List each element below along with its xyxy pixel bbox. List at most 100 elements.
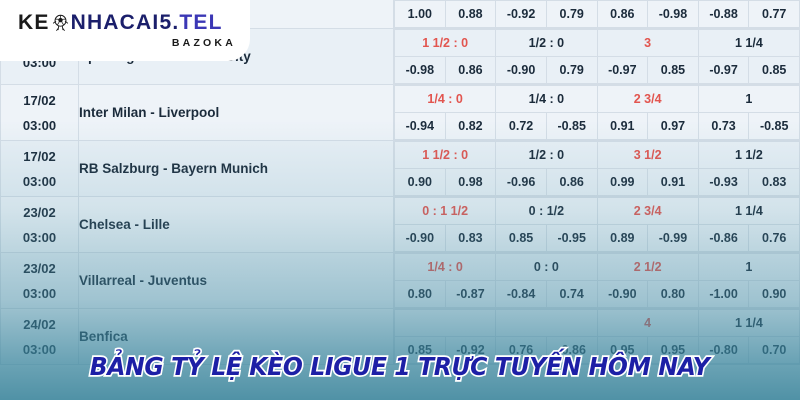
odds-price[interactable]: 0.80 xyxy=(647,280,699,308)
odds-price[interactable]: 0.86 xyxy=(444,56,497,84)
odds-price[interactable]: 0.89 xyxy=(596,224,649,252)
table-row[interactable]: 17/02 03:00 Inter Milan - Liverpool 1/4 : 0… xyxy=(0,84,800,141)
odds-price[interactable]: -0.86 xyxy=(697,224,750,252)
odds-price[interactable]: -0.98 xyxy=(647,0,699,28)
odds-price[interactable]: -0.87 xyxy=(444,280,497,308)
odds-price[interactable]: -0.86 xyxy=(545,336,598,364)
odds-price[interactable]: -0.92 xyxy=(444,336,497,364)
odds-price[interactable]: -0.99 xyxy=(647,224,699,252)
odds-price[interactable]: 1.00 xyxy=(394,0,446,28)
odds-price[interactable]: 0.85 xyxy=(748,56,800,84)
odds-price[interactable]: 0.85 xyxy=(647,56,699,84)
odds-price[interactable]: -0.85 xyxy=(748,112,800,140)
handicap-line[interactable]: 3 xyxy=(596,29,699,57)
odds-price[interactable]: 0.80 xyxy=(394,280,446,308)
odds-price[interactable]: 0.83 xyxy=(444,224,497,252)
odds-price[interactable]: 0.90 xyxy=(394,168,446,196)
handicap-line[interactable]: 1 1/4 xyxy=(697,197,800,225)
odds-price[interactable]: -0.96 xyxy=(495,168,547,196)
match-name[interactable]: Inter Milan - Liverpool xyxy=(78,84,394,141)
handicap-line[interactable]: 1 1/2 : 0 xyxy=(393,141,497,169)
handicap-line[interactable]: 1/2 : 0 xyxy=(495,29,598,57)
handicap-line[interactable]: 4 xyxy=(596,309,699,337)
odds-price[interactable]: -0.97 xyxy=(697,56,750,84)
odds-price[interactable]: 0.99 xyxy=(596,168,649,196)
odds-price[interactable]: -0.95 xyxy=(545,224,598,252)
handicap-line[interactable]: 1/4 : 0 xyxy=(495,85,598,113)
odds-price[interactable]: 0.85 xyxy=(495,224,547,252)
odds-price[interactable]: 0.76 xyxy=(748,224,800,252)
handicap-line[interactable]: 1 1/4 xyxy=(697,29,800,57)
table-row[interactable]: 17/02 03:00 RB Salzburg - Bayern Munich 1 1… xyxy=(0,140,800,197)
odds-price[interactable]: 0.79 xyxy=(545,56,598,84)
match-name[interactable]: RB Salzburg - Bayern Munich xyxy=(78,140,394,197)
odds-price[interactable]: 0.70 xyxy=(748,336,800,364)
odds-price[interactable]: 0.77 xyxy=(748,0,800,28)
odds-price[interactable]: 0.79 xyxy=(545,0,598,28)
odds-price[interactable]: 0.95 xyxy=(596,336,649,364)
table-row[interactable]: 24/02 03:00 Benfica 4 1 1/4 0.85 -0.92 0.76 -0.8… xyxy=(0,308,800,365)
odds-price[interactable]: 0.91 xyxy=(596,112,649,140)
odds-price[interactable]: -0.90 xyxy=(394,224,446,252)
handicap-line[interactable]: 0 : 0 xyxy=(495,253,598,281)
odds-price[interactable]: -0.90 xyxy=(596,280,649,308)
odds-price-row: 0.90 0.98 -0.96 0.86 0.99 0.91 -0.93 0.83 xyxy=(394,168,800,196)
odds-price[interactable]: -0.80 xyxy=(697,336,750,364)
handicap-line[interactable]: 1 1/2 xyxy=(697,141,800,169)
odds-price-row: -0.90 0.83 0.85 -0.95 0.89 -0.99 -0.86 0.76 xyxy=(394,224,800,252)
odds-price[interactable]: -0.88 xyxy=(697,0,750,28)
odds-price[interactable]: 0.86 xyxy=(596,0,649,28)
match-time: 03:00 xyxy=(22,117,57,133)
handicap-line[interactable]: 1 1/2 : 0 xyxy=(393,29,497,57)
match-date: 17/02 xyxy=(23,92,56,108)
odds-price[interactable]: 0.76 xyxy=(495,336,547,364)
handicap-line[interactable]: 1 xyxy=(697,85,800,113)
handicap-line[interactable]: 2 1/2 xyxy=(596,253,699,281)
odds-price[interactable]: -0.84 xyxy=(495,280,547,308)
odds-price[interactable]: -0.85 xyxy=(545,112,598,140)
odds-price[interactable]: 0.72 xyxy=(495,112,547,140)
handicap-line[interactable] xyxy=(495,309,598,337)
odds-price[interactable]: -0.93 xyxy=(697,168,750,196)
odds-price[interactable]: 0.98 xyxy=(444,168,497,196)
odds-price[interactable]: 0.82 xyxy=(444,112,497,140)
odds-cell: 0 : 1 1/2 0 : 1/2 2 3/4 1 1/4 -0.90 0.83 0.85-… xyxy=(393,196,800,253)
match-name[interactable]: Benfica xyxy=(78,308,394,365)
handicap-line[interactable]: 1/4 : 0 xyxy=(393,85,497,113)
handicap-line[interactable]: 0 : 1 1/2 xyxy=(393,197,497,225)
match-name[interactable]: Chelsea - Lille xyxy=(78,196,394,253)
odds-price[interactable]: 0.91 xyxy=(647,168,699,196)
odds-price[interactable]: 0.85 xyxy=(394,336,446,364)
odds-price[interactable]: 0.97 xyxy=(647,112,699,140)
handicap-line[interactable]: 1/2 : 0 xyxy=(495,141,598,169)
handicap-line[interactable]: 2 3/4 xyxy=(596,85,699,113)
odds-price[interactable]: -0.94 xyxy=(394,112,446,140)
handicap-line[interactable]: 1 xyxy=(697,253,800,281)
odds-price[interactable]: -0.98 xyxy=(394,56,446,84)
match-datetime-cell: 17/02 03:00 xyxy=(0,140,79,197)
handicap-line[interactable]: 0 : 1/2 xyxy=(495,197,598,225)
table-row[interactable]: 23/02 03:00 Chelsea - Lille 0 : 1 1/2 0 : 1/… xyxy=(0,196,800,253)
handicap-line[interactable]: 1/4 : 0 xyxy=(393,253,497,281)
handicap-line[interactable] xyxy=(393,309,497,337)
odds-price[interactable]: -0.90 xyxy=(495,56,547,84)
odds-price[interactable]: 0.86 xyxy=(545,168,598,196)
handicap-line[interactable]: 3 1/2 xyxy=(596,141,699,169)
odds-price[interactable]: -1.00 xyxy=(697,280,750,308)
odds-price[interactable]: -0.97 xyxy=(596,56,649,84)
odds-price[interactable]: 0.83 xyxy=(748,168,800,196)
odds-price[interactable]: 0.74 xyxy=(545,280,598,308)
handicap-line[interactable]: 2 3/4 xyxy=(596,197,699,225)
odds-price[interactable]: 0.73 xyxy=(697,112,750,140)
odds-price[interactable]: 0.95 xyxy=(647,336,699,364)
handicap-line[interactable]: 1 1/4 xyxy=(697,309,800,337)
match-name[interactable]: Villarreal - Juventus xyxy=(78,252,394,309)
site-logo[interactable]: KE NHACAI5 . TEL BAZOKA xyxy=(0,0,250,61)
odds-grid: 0 : 1/20 : 1/42 3/41 1/41.000.88-0.920.7… xyxy=(393,0,800,28)
odds-price[interactable]: -0.92 xyxy=(495,0,547,28)
odds-price-row: 0.85 -0.92 0.76 -0.86 0.95 0.95 -0.80 0.70 xyxy=(394,336,800,364)
odds-price[interactable]: 0.88 xyxy=(444,0,497,28)
odds-price[interactable]: 0.90 xyxy=(748,280,800,308)
